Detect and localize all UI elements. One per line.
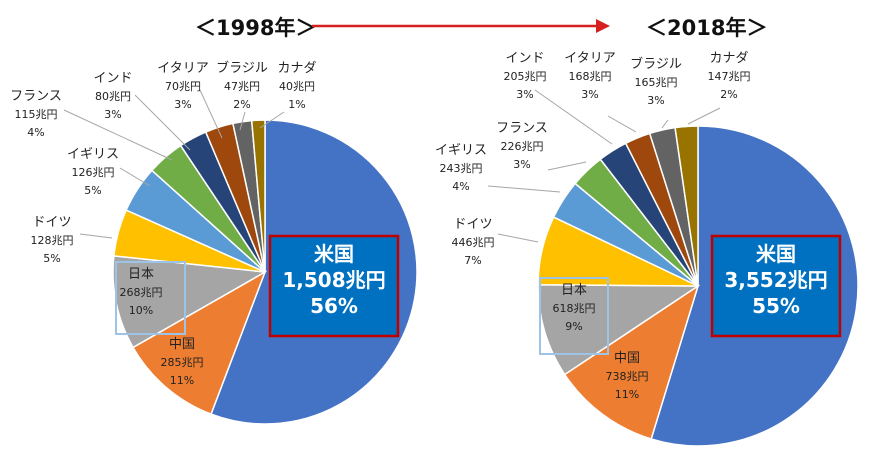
leader-line	[661, 119, 669, 129]
slice-label: 1%	[288, 98, 305, 111]
slice-label: 10%	[129, 304, 153, 317]
slice-label-us: 3,552兆円	[724, 268, 827, 292]
leader-line	[63, 109, 173, 161]
slice-label: 80兆円	[95, 90, 131, 103]
slice-label-us: 55%	[752, 294, 800, 318]
japan-highlight-box	[539, 277, 609, 355]
slice-label-us: 米国	[314, 242, 354, 266]
leader-line	[119, 167, 151, 187]
slice-label-us: 56%	[310, 294, 358, 318]
slice-label: 11%	[170, 374, 194, 387]
slice-label: 168兆円	[569, 70, 612, 83]
slice-label: 738兆円	[606, 370, 649, 383]
us-highlight-box	[268, 234, 400, 338]
leader-line	[497, 233, 539, 243]
slice-label: カナダ	[709, 51, 748, 66]
slice-label: ドイツ	[32, 215, 71, 230]
slice-label: 4%	[27, 126, 44, 139]
slice-label: 226兆円	[501, 140, 544, 153]
slice-label: 285兆円	[161, 356, 204, 369]
slice-label: 3%	[581, 88, 598, 101]
chart-title-1998: ＜1998年＞	[195, 16, 317, 40]
slice-label: 日本	[561, 283, 587, 298]
slice-label: 5%	[84, 184, 101, 197]
pie-slice	[250, 119, 266, 273]
slice-label: 3%	[647, 94, 664, 107]
slice-label: 165兆円	[635, 76, 678, 89]
slice-label: イタリア	[564, 51, 615, 66]
slice-label: フランス	[496, 121, 548, 136]
slice-label: 128兆円	[31, 234, 74, 247]
slice-label: フランス	[10, 89, 62, 104]
pie-slice	[674, 125, 699, 287]
slice-label: 4%	[452, 180, 469, 193]
chart-title-2018: ＜2018年＞	[646, 16, 768, 40]
slice-label: ブラジル	[216, 60, 268, 76]
slice-label: 中国	[169, 337, 195, 352]
slice-label: 205兆円	[504, 70, 547, 83]
leader-line	[534, 89, 613, 145]
slice-label: 3%	[516, 88, 533, 101]
slice-label: 446兆円	[452, 236, 495, 249]
slice-label: イギリス	[67, 147, 119, 162]
leader-line	[487, 185, 561, 193]
slice-label: 2%	[233, 98, 250, 111]
leader-line	[199, 89, 223, 139]
leader-line	[687, 107, 721, 125]
slice-label: イタリア	[157, 61, 208, 76]
slice-label: 268兆円	[120, 286, 163, 299]
pie-slice	[132, 270, 267, 416]
slice-label: イギリス	[435, 143, 487, 158]
slice-label: インド	[505, 51, 544, 66]
arrow-right-icon	[312, 19, 610, 33]
slice-label: 日本	[128, 267, 154, 282]
slice-label: 3%	[513, 158, 530, 171]
slice-label: 70兆円	[165, 80, 201, 93]
us-highlight-box	[710, 234, 842, 338]
slice-label: インド	[93, 71, 132, 86]
leader-line	[607, 115, 637, 133]
slice-label-us: 1,508兆円	[282, 268, 385, 292]
pie-slice	[563, 284, 700, 440]
slice-label: 147兆円	[708, 70, 751, 83]
leader-line	[79, 233, 113, 239]
slice-label: 2%	[720, 88, 737, 101]
slice-label: 5%	[43, 252, 60, 265]
leader-line	[259, 111, 285, 129]
slice-label: 9%	[565, 320, 582, 333]
slice-label: 7%	[464, 254, 481, 267]
slice-label: 11%	[615, 388, 639, 401]
slice-label: 47兆円	[224, 80, 260, 93]
slice-label: 618兆円	[553, 302, 596, 315]
slice-label: 3%	[104, 108, 121, 121]
leader-line	[134, 94, 191, 151]
japan-highlight-box	[115, 261, 186, 335]
slice-label: 3%	[174, 98, 191, 111]
slice-label: カナダ	[277, 61, 316, 76]
leader-line	[547, 161, 587, 171]
pie-slice	[537, 283, 701, 376]
slice-label: 40兆円	[279, 80, 315, 93]
slice-label-us: 米国	[756, 242, 796, 266]
slice-label: 115兆円	[15, 108, 58, 121]
slice-label: ブラジル	[630, 56, 682, 72]
slice-label: 243兆円	[440, 162, 483, 175]
leader-line	[239, 111, 246, 131]
slice-label: ドイツ	[453, 217, 492, 232]
slice-label: 126兆円	[72, 166, 115, 179]
slice-label: 中国	[614, 351, 640, 366]
